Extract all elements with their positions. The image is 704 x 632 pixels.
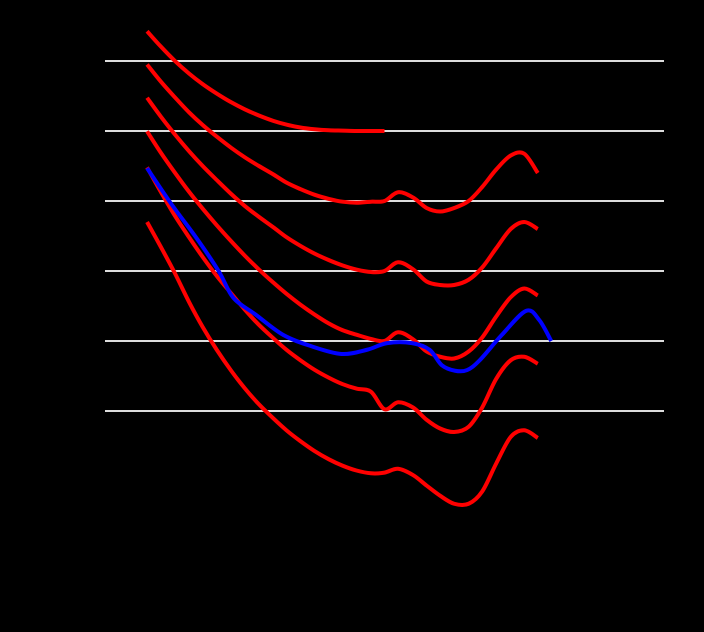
series-line-6 [145, 166, 553, 374]
series-line-1 [145, 166, 539, 435]
series-group [145, 29, 553, 508]
series-line-3 [145, 96, 539, 288]
series-line-2 [145, 130, 539, 361]
series-line-5 [145, 29, 385, 134]
series-line-0 [145, 221, 539, 508]
series-line-4 [145, 63, 540, 214]
